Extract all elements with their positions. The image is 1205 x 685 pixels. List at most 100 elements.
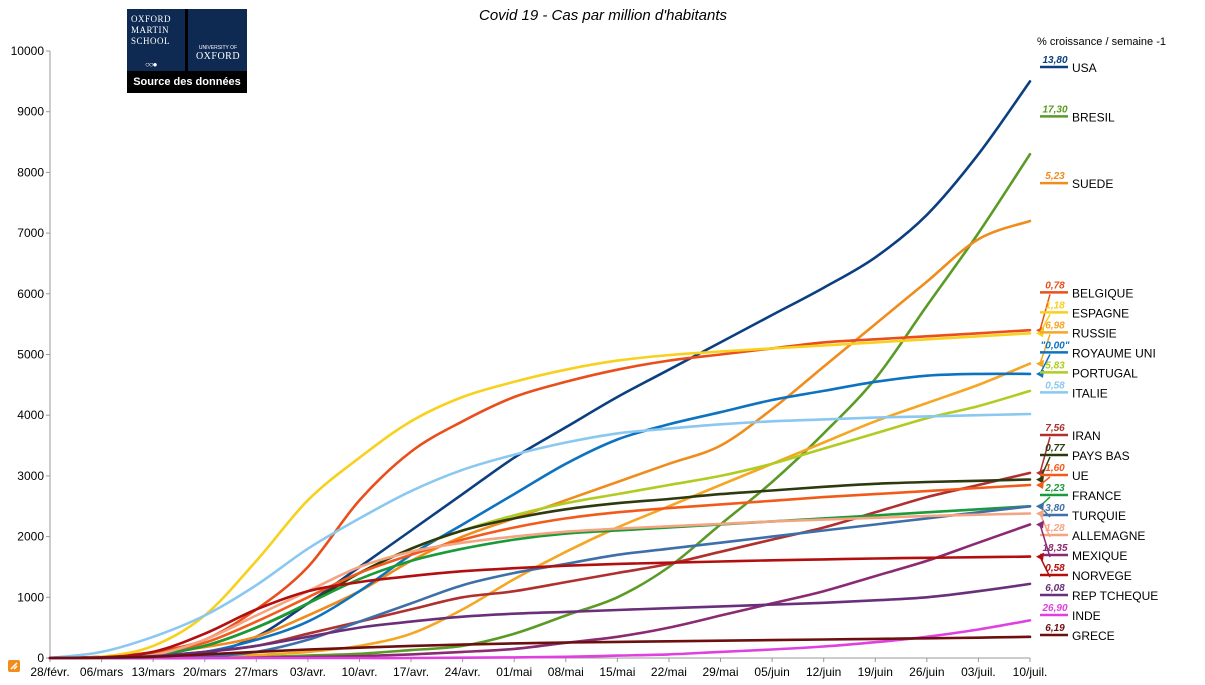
growth-value: 5,83 bbox=[1045, 360, 1065, 371]
x-tick-label: 10/juil. bbox=[1013, 665, 1048, 679]
chart-title: Covid 19 - Cas par million d'habitants bbox=[479, 7, 727, 24]
legend-header: % croissance / semaine -1 bbox=[1037, 36, 1166, 48]
series-lines bbox=[48, 80, 1032, 660]
y-tick-label: 8000 bbox=[17, 165, 44, 179]
series-label-inde: 26,90 INDE bbox=[1040, 603, 1101, 623]
series-label-turquie: 3,80 TURQUIE bbox=[1036, 502, 1126, 523]
y-tick-label: 10000 bbox=[11, 44, 45, 58]
arrow-head-icon bbox=[1036, 475, 1044, 484]
arrow-head-icon bbox=[1036, 502, 1044, 511]
series-line-italie bbox=[48, 412, 1032, 660]
series-label-ue: 1,60 UE bbox=[1036, 463, 1089, 490]
x-tick-label: 15/mai bbox=[599, 665, 635, 679]
series-line-allemagne bbox=[48, 512, 1032, 660]
arrow-head-icon bbox=[1036, 481, 1044, 490]
growth-value: 6,98 bbox=[1045, 320, 1065, 331]
logo-dots-icon: ○○● bbox=[145, 60, 157, 69]
x-tick-label: 19/juin bbox=[858, 665, 893, 679]
series-name: BELGIQUE bbox=[1072, 286, 1133, 300]
series-name: SUEDE bbox=[1072, 177, 1113, 191]
pointer-arrow bbox=[1039, 556, 1051, 578]
arrow-head-icon bbox=[1036, 359, 1044, 368]
series-name: MEXIQUE bbox=[1072, 549, 1127, 563]
series-label-rep-tcheque: 6,08 REP TCHEQUE bbox=[1040, 583, 1158, 603]
x-tick-label: 17/avr. bbox=[393, 665, 429, 679]
growth-value: 18,35 bbox=[1042, 543, 1067, 554]
growth-value: 6,08 bbox=[1045, 583, 1065, 594]
university-of-oxford-panel bbox=[188, 9, 287, 71]
series-name: PORTUGAL bbox=[1072, 366, 1138, 380]
series-label-usa: 13,80 USA bbox=[1040, 55, 1097, 75]
growth-value: 0,78 bbox=[1045, 280, 1065, 291]
growth-value: 1,18 bbox=[1045, 300, 1065, 311]
series-labels: 13,80 USA 17,30 BRESIL 5,23 SUEDE 0,78 BELGIQUE… bbox=[1036, 55, 1158, 643]
growth-value: 0,58 bbox=[1045, 563, 1065, 574]
series-line-ue bbox=[48, 483, 1032, 660]
series-line-suede bbox=[48, 219, 1032, 660]
x-tick-label: 26/juin bbox=[909, 665, 944, 679]
oxford-martin-logo[interactable]: OXFORD MARTIN SCHOOL ○○● UNIVERSITY OF O… bbox=[127, 9, 287, 93]
series-label-italie: 0,58 ITALIE bbox=[1040, 380, 1108, 400]
x-tick-label: 10/avr. bbox=[341, 665, 377, 679]
arrow-head-icon bbox=[1036, 509, 1044, 518]
y-tick-label: 5000 bbox=[17, 348, 44, 362]
growth-value: 26,90 bbox=[1041, 603, 1067, 614]
series-label-portugal: 5,83 PORTUGAL bbox=[1040, 360, 1138, 380]
oxford-martin-school-panel: OXFORD MARTIN SCHOOL ○○● bbox=[127, 9, 185, 71]
series-line-grece bbox=[48, 635, 1032, 660]
series-label-iran: 7,56 IRAN bbox=[1036, 423, 1101, 477]
x-tick-label: 05/juin bbox=[754, 665, 789, 679]
growth-value: 13,80 bbox=[1042, 55, 1067, 66]
pointer-arrow bbox=[1039, 513, 1051, 538]
source-link[interactable]: Source des données bbox=[133, 76, 241, 88]
x-tick-label: 12/juin bbox=[806, 665, 841, 679]
arrow-head-icon bbox=[1036, 520, 1044, 529]
y-tick-label: 2000 bbox=[17, 530, 44, 544]
y-tick-label: 7000 bbox=[17, 226, 44, 240]
series-line-espagne bbox=[48, 332, 1032, 660]
series-label-russie: 6,98 RUSSIE bbox=[1036, 320, 1117, 368]
growth-value: 6,19 bbox=[1045, 623, 1065, 634]
pointer-arrow bbox=[1039, 524, 1051, 558]
logo-line3: SCHOOL bbox=[131, 36, 171, 46]
x-tick-label: 03/avr. bbox=[290, 665, 326, 679]
x-tick-label: 29/mai bbox=[703, 665, 739, 679]
y-tick-label: 4000 bbox=[17, 408, 44, 422]
growth-value: 0,58 bbox=[1045, 380, 1065, 391]
growth-value: 1,60 bbox=[1045, 463, 1065, 474]
logo-university: UNIVERSITY OF bbox=[198, 45, 238, 51]
series-name: ROYAUME UNI bbox=[1072, 346, 1156, 360]
chart-axes: 0 1000 2000 3000 4000 5000 6000 7000 8000 9000 100… bbox=[11, 44, 1048, 679]
x-tick-label: 20/mars bbox=[183, 665, 226, 679]
x-tick-label: 06/mars bbox=[80, 665, 123, 679]
growth-value: 17,30 bbox=[1042, 104, 1067, 115]
series-label-suede: 5,23 SUEDE bbox=[1040, 171, 1113, 191]
series-label-grece: 6,19 GRECE bbox=[1040, 623, 1115, 643]
series-line-inde bbox=[48, 619, 1032, 660]
series-name: GRECE bbox=[1072, 629, 1115, 643]
series-name: ESPAGNE bbox=[1072, 306, 1129, 320]
y-tick-label: 0 bbox=[37, 651, 44, 665]
pointer-arrow bbox=[1039, 334, 1051, 364]
arrow-head-icon bbox=[1036, 552, 1044, 561]
series-name: BRESIL bbox=[1072, 110, 1115, 124]
series-name: FRANCE bbox=[1072, 489, 1121, 503]
series-name: NORVEGE bbox=[1072, 569, 1132, 583]
pointer-arrow bbox=[1039, 314, 1051, 334]
series-label-bresil: 17,30 BRESIL bbox=[1040, 104, 1115, 124]
x-tick-label: 22/mai bbox=[651, 665, 687, 679]
x-tick-label: 27/mars bbox=[235, 665, 278, 679]
series-label-allemagne: 1,28 ALLEMAGNE bbox=[1036, 509, 1145, 543]
series-label-norvege: 0,58 NORVEGE bbox=[1036, 552, 1132, 583]
series-line-bresil bbox=[48, 152, 1032, 660]
pointer-arrow bbox=[1039, 354, 1051, 375]
growth-value: 0,77 bbox=[1045, 443, 1065, 454]
series-line-turquie bbox=[48, 505, 1032, 660]
x-tick-label: 01/mai bbox=[496, 665, 532, 679]
y-tick-label: 9000 bbox=[17, 105, 44, 119]
series-name: ALLEMAGNE bbox=[1072, 529, 1145, 543]
resize-handle-icon[interactable] bbox=[7, 659, 21, 673]
logo-line2: MARTIN bbox=[131, 25, 169, 35]
series-line-france bbox=[48, 505, 1032, 660]
